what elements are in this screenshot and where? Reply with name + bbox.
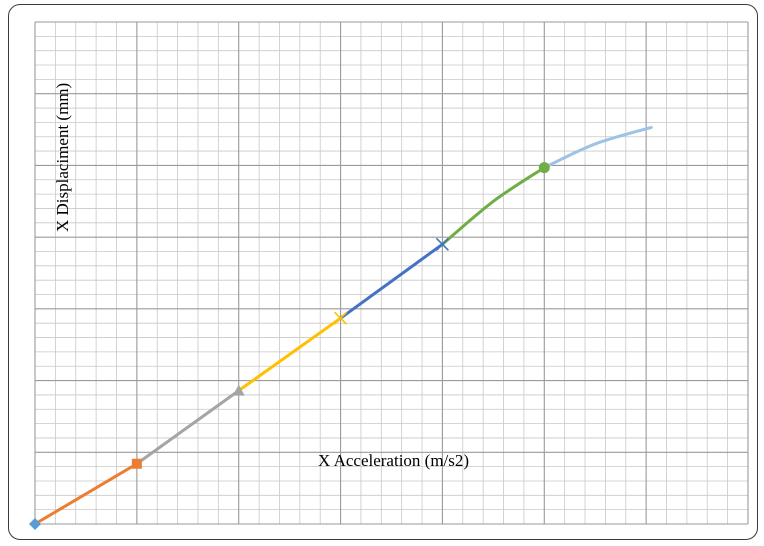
data-point-marker-4 bbox=[334, 311, 348, 325]
series-line-6 bbox=[542, 125, 653, 170]
series-line-3 bbox=[237, 316, 343, 393]
series-line-2 bbox=[135, 389, 241, 466]
x-axis-label: X Acceleration (m/s2) bbox=[318, 451, 469, 470]
series-lines bbox=[33, 125, 653, 526]
series-line-4 bbox=[339, 242, 444, 320]
data-point-marker-6 bbox=[538, 162, 550, 174]
series-line-1 bbox=[33, 462, 139, 526]
series-markers bbox=[29, 162, 550, 530]
y-axis-label: X Displaciment (mm) bbox=[53, 83, 72, 232]
series-line-5 bbox=[440, 166, 546, 246]
data-point-marker-5 bbox=[435, 237, 449, 251]
data-point-marker-2 bbox=[131, 458, 142, 469]
data-point-marker-1 bbox=[29, 518, 41, 530]
data-point-marker-3 bbox=[232, 384, 245, 396]
major-gridlines bbox=[34, 21, 749, 525]
minor-gridlines bbox=[35, 22, 748, 524]
